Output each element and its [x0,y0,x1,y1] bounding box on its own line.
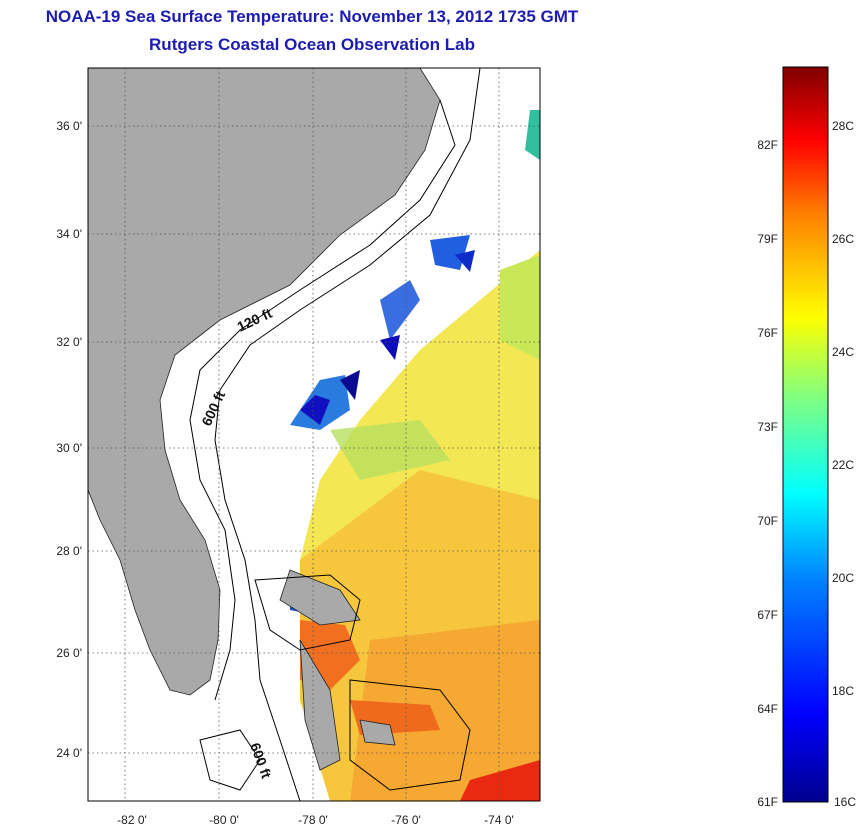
map-title: NOAA-19 Sea Surface Temperature: Novembe… [45,7,579,26]
colorbar-f-label: 61F [757,795,778,809]
colorbar-c-label: 24C [832,345,854,359]
colorbar-f-label: 79F [757,232,778,246]
colorbar-f-label: 73F [757,420,778,434]
lon-label: -76 0' [391,813,421,827]
lat-label: 30 0' [56,441,82,455]
island-shape [299,639,341,771]
map-gridlines [88,68,540,801]
lat-label: 32 0' [56,335,82,349]
colorbar-f-label: 70F [757,514,778,528]
lat-label: 28 0' [56,544,82,558]
lat-label: 24 0' [56,746,82,760]
lon-label: -74 0' [484,813,514,827]
contour-600ft [214,68,481,801]
contour-120ft [189,99,456,701]
map-frame [87,67,541,802]
lon-label: -80 0' [209,813,239,827]
contour-shelf [349,679,471,791]
lon-label: -82 0' [117,813,147,827]
lon-label: -78 0' [298,813,328,827]
land-mass [88,68,441,696]
colorbar-c-label: 26C [832,232,854,246]
lat-label: 36 0' [56,119,82,133]
island-shape [359,719,396,746]
colorbar-f-label: 82F [757,138,778,152]
map-subtitle: Rutgers Coastal Ocean Observation Lab [149,35,475,54]
contour-shelf [199,729,261,791]
map-layers [88,68,540,801]
contour-bahamas [254,574,361,651]
colorbar-f-label: 76F [757,326,778,340]
colorbar-c-label: 16C [834,795,856,809]
colorbar [782,66,829,803]
colorbar-c-label: 18C [832,684,854,698]
colorbar-f-label: 67F [757,608,778,622]
colorbar-c-label: 20C [832,571,854,585]
colorbar-c-label: 22C [832,458,854,472]
colorbar-f-label: 64F [757,702,778,716]
lat-label: 26 0' [56,646,82,660]
colorbar-c-label: 28C [832,119,854,133]
lat-label: 34 0' [56,227,82,241]
island-shape [279,569,361,626]
